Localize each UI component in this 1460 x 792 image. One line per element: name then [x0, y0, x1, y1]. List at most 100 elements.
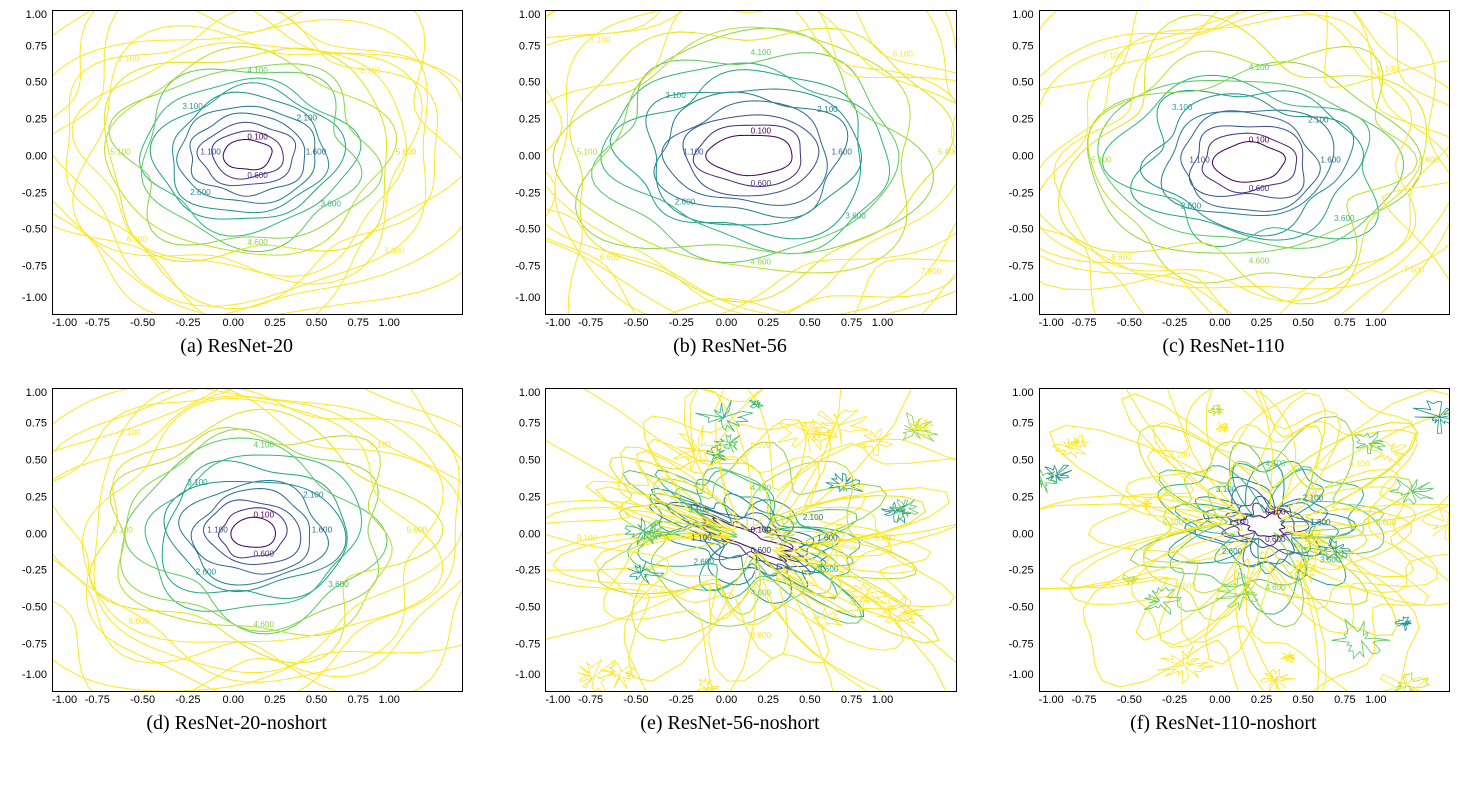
- plot-wrapper-c: 1.000.750.500.250.00-0.25-0.50-0.75-1.00…: [997, 10, 1450, 329]
- svg-text:1.100: 1.100: [692, 533, 713, 542]
- y-axis-a: 1.000.750.500.250.00-0.25-0.50-0.75-1.00: [10, 10, 50, 315]
- svg-text:4.600: 4.600: [751, 257, 772, 266]
- svg-text:2.600: 2.600: [1221, 547, 1242, 556]
- svg-text:5.600: 5.600: [396, 148, 417, 157]
- svg-text:9.100: 9.100: [577, 533, 598, 542]
- svg-text:3.600: 3.600: [328, 580, 349, 589]
- svg-text:2.600: 2.600: [694, 557, 715, 566]
- contours-a: 0.1000.6001.1001.6002.1002.6003.1003.600…: [53, 11, 462, 314]
- caption-e: (e) ResNet-56-noshort: [640, 712, 819, 735]
- svg-text:4.600: 4.600: [1248, 257, 1269, 266]
- svg-text:2.100: 2.100: [1308, 116, 1329, 125]
- contours-b: 0.100 0.600 1.100 1.600 2.100 2.600 3.100 3.600…: [546, 11, 955, 314]
- plot-box-e: 0.1000.6001.1001.6002.1002.6003.1003.600…: [545, 388, 956, 693]
- svg-text:5.600: 5.600: [875, 533, 896, 542]
- svg-text:0.600: 0.600: [751, 179, 772, 188]
- svg-text:4.100: 4.100: [1248, 63, 1269, 72]
- svg-text:6.600: 6.600: [127, 235, 148, 244]
- caption-d: (d) ResNet-20-noshort: [146, 712, 327, 735]
- svg-text:4.100: 4.100: [751, 483, 772, 492]
- svg-text:2.100: 2.100: [303, 490, 324, 499]
- svg-text:6.100: 6.100: [370, 440, 391, 449]
- svg-text:7.100: 7.100: [120, 428, 141, 437]
- svg-text:0.100: 0.100: [751, 127, 772, 136]
- svg-text:1.600: 1.600: [312, 525, 333, 534]
- svg-text:0.100: 0.100: [1248, 136, 1269, 145]
- figure-grid: 1.000.750.500.250.00-0.25-0.50-0.75-1.00…: [10, 10, 1450, 735]
- plot-wrapper-f: 1.000.750.500.250.00-0.25-0.50-0.75-1.00…: [997, 388, 1450, 707]
- svg-text:8.100: 8.100: [751, 441, 772, 450]
- svg-text:1.600: 1.600: [1320, 155, 1341, 164]
- panel-a: 1.000.750.500.250.00-0.25-0.50-0.75-1.00…: [10, 10, 463, 358]
- contours-f: 0.1000.6001.1001.6002.1002.6003.1003.600…: [1040, 389, 1449, 692]
- svg-text:2.100: 2.100: [297, 114, 318, 123]
- svg-text:7.100: 7.100: [119, 55, 140, 64]
- svg-text:3.600: 3.600: [846, 211, 867, 220]
- svg-text:5.100: 5.100: [1162, 518, 1183, 527]
- svg-text:3.100: 3.100: [1172, 103, 1193, 112]
- svg-text:4.600: 4.600: [1265, 583, 1286, 592]
- svg-text:1.100: 1.100: [1228, 518, 1249, 527]
- svg-text:3.600: 3.600: [1334, 214, 1355, 223]
- caption-a: (a) ResNet-20: [180, 335, 293, 358]
- x-axis-e: -1.00-0.75-0.50-0.250.000.250.500.751.00: [545, 694, 914, 706]
- svg-text:5.100: 5.100: [634, 533, 655, 542]
- x-axis-b: -1.00-0.75-0.50-0.250.000.250.500.751.00: [545, 317, 914, 329]
- svg-text:1.100: 1.100: [683, 148, 704, 157]
- svg-text:1.600: 1.600: [306, 148, 327, 157]
- svg-text:3.100: 3.100: [666, 91, 687, 100]
- svg-text:1.600: 1.600: [832, 148, 853, 157]
- svg-text:2.600: 2.600: [1180, 201, 1201, 210]
- svg-text:3.100: 3.100: [187, 478, 208, 487]
- svg-text:6.600: 6.600: [1111, 253, 1132, 262]
- x-axis-f: -1.00-0.75-0.50-0.250.000.250.500.751.00: [1039, 694, 1408, 706]
- plot-box-a: 0.1000.6001.1001.6002.1002.6003.1003.600…: [52, 10, 463, 315]
- svg-text:4.600: 4.600: [247, 238, 268, 247]
- plot-box-b: 0.100 0.600 1.100 1.600 2.100 2.600 3.100 3.600…: [545, 10, 956, 315]
- svg-text:7.100: 7.100: [1169, 450, 1190, 459]
- svg-text:2.100: 2.100: [803, 513, 824, 522]
- y-axis-c: 1.000.750.500.250.00-0.25-0.50-0.75-1.00: [997, 10, 1037, 315]
- caption-b: (b) ResNet-56: [673, 335, 787, 358]
- y-axis-d: 1.000.750.500.250.00-0.25-0.50-0.75-1.00: [10, 388, 50, 693]
- svg-text:0.600: 0.600: [247, 171, 268, 180]
- svg-text:6.600: 6.600: [600, 253, 621, 262]
- plot-box-d: 0.1000.6001.1001.6002.1002.6003.1003.600…: [52, 388, 463, 693]
- svg-text:2.600: 2.600: [196, 567, 217, 576]
- svg-text:5.100: 5.100: [112, 525, 133, 534]
- plot-wrapper-b: 1.000.750.500.250.00-0.25-0.50-0.75-1.00…: [503, 10, 956, 329]
- svg-text:5.100: 5.100: [1091, 155, 1112, 164]
- x-axis-a: -1.00-0.75-0.50-0.250.000.250.500.751.00: [52, 317, 421, 329]
- svg-text:1.600: 1.600: [818, 533, 839, 542]
- svg-text:2.100: 2.100: [1302, 493, 1323, 502]
- svg-text:3.100: 3.100: [1216, 485, 1237, 494]
- svg-text:6.600: 6.600: [1175, 581, 1196, 590]
- svg-text:8.600: 8.600: [751, 631, 772, 640]
- svg-text:2.100: 2.100: [818, 105, 839, 114]
- y-axis-f: 1.000.750.500.250.00-0.25-0.50-0.75-1.00: [997, 388, 1037, 693]
- svg-text:1.100: 1.100: [207, 525, 228, 534]
- svg-text:3.100: 3.100: [182, 102, 203, 111]
- svg-text:0.600: 0.600: [751, 546, 772, 555]
- contours-d: 0.1000.6001.1001.6002.1002.6003.1003.600…: [53, 389, 462, 692]
- panel-b: 1.000.750.500.250.00-0.25-0.50-0.75-1.00…: [503, 10, 956, 358]
- svg-text:1.600: 1.600: [1310, 518, 1331, 527]
- svg-text:0.100: 0.100: [254, 510, 275, 519]
- svg-text:6.100: 6.100: [360, 66, 381, 75]
- svg-text:5.600: 5.600: [407, 525, 428, 534]
- caption-f: (f) ResNet-110-noshort: [1130, 712, 1316, 735]
- svg-text:2.600: 2.600: [675, 198, 696, 207]
- svg-text:6.600: 6.600: [653, 587, 674, 596]
- svg-text:7.600: 7.600: [859, 595, 880, 604]
- svg-text:7.600: 7.600: [921, 267, 942, 276]
- svg-text:3.600: 3.600: [1320, 555, 1341, 564]
- svg-text:3.600: 3.600: [818, 565, 839, 574]
- contours-e: 0.1000.6001.1001.6002.1002.6003.1003.600…: [546, 389, 955, 692]
- svg-text:7.100: 7.100: [1102, 52, 1123, 61]
- panel-f: 1.000.750.500.250.00-0.25-0.50-0.75-1.00…: [997, 388, 1450, 736]
- plot-wrapper-a: 1.000.750.500.250.00-0.25-0.50-0.75-1.00…: [10, 10, 463, 329]
- svg-text:4.100: 4.100: [751, 48, 772, 57]
- x-axis-c: -1.00-0.75-0.50-0.250.000.250.500.751.00: [1039, 317, 1408, 329]
- svg-text:1.100: 1.100: [1189, 155, 1210, 164]
- contours-c: 0.1000.6001.1001.6002.1002.6003.1003.600…: [1040, 11, 1449, 314]
